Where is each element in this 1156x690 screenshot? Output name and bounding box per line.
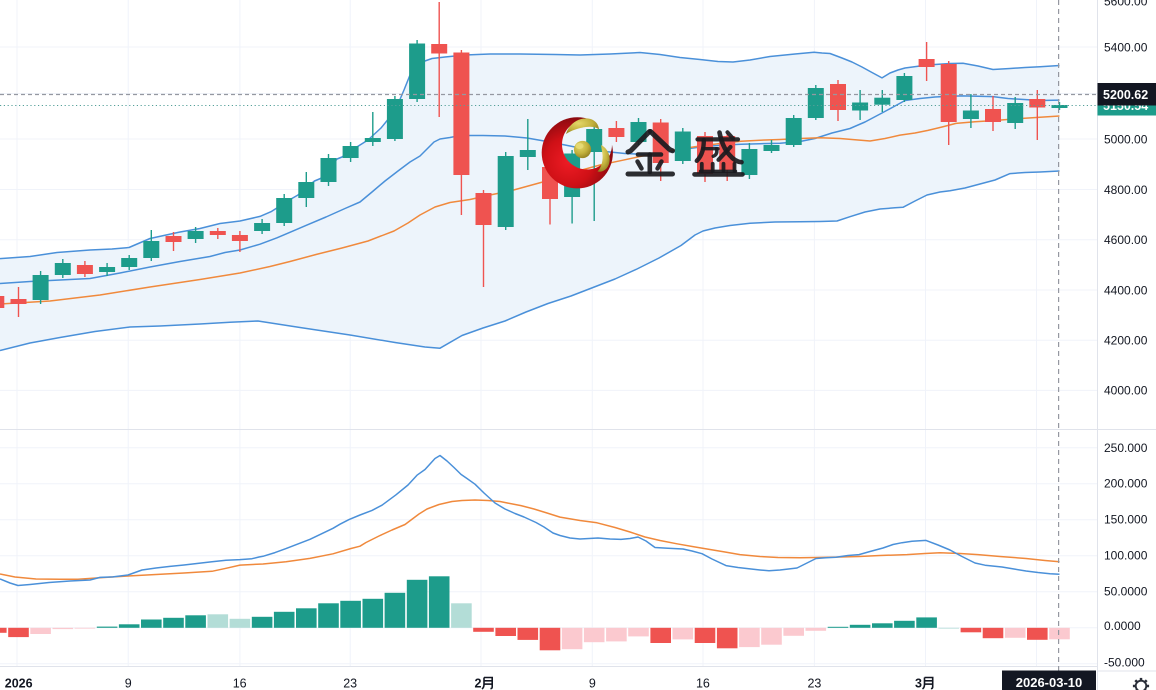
- svg-text:16: 16: [696, 677, 710, 690]
- svg-text:4200.00: 4200.00: [1104, 334, 1148, 348]
- svg-text:16: 16: [233, 677, 247, 690]
- svg-text:4000.00: 4000.00: [1104, 384, 1148, 398]
- svg-text:5200.62: 5200.62: [1103, 88, 1148, 102]
- svg-text:2026-03-10: 2026-03-10: [1016, 675, 1083, 690]
- svg-text:0.0000: 0.0000: [1104, 619, 1141, 633]
- svg-text:-50.000: -50.000: [1104, 655, 1145, 669]
- svg-text:4600.00: 4600.00: [1104, 233, 1148, 247]
- svg-text:2026: 2026: [5, 677, 33, 690]
- svg-text:5000.00: 5000.00: [1104, 132, 1148, 146]
- svg-text:200.000: 200.000: [1104, 477, 1148, 491]
- svg-text:4400.00: 4400.00: [1104, 283, 1148, 297]
- svg-text:100.000: 100.000: [1104, 549, 1148, 563]
- svg-text:2: 2: [475, 677, 482, 690]
- svg-text:50.0000: 50.0000: [1104, 585, 1148, 599]
- svg-text:9: 9: [589, 677, 596, 690]
- svg-text:9: 9: [125, 677, 132, 690]
- svg-text:250.000: 250.000: [1104, 441, 1148, 455]
- svg-text:5600.00: 5600.00: [1104, 0, 1148, 8]
- svg-text:4800.00: 4800.00: [1104, 183, 1148, 197]
- svg-text:23: 23: [807, 677, 821, 690]
- svg-text:5400.00: 5400.00: [1104, 40, 1148, 54]
- svg-text:150.000: 150.000: [1104, 513, 1148, 527]
- svg-text:3: 3: [915, 677, 922, 690]
- svg-text:23: 23: [343, 677, 357, 690]
